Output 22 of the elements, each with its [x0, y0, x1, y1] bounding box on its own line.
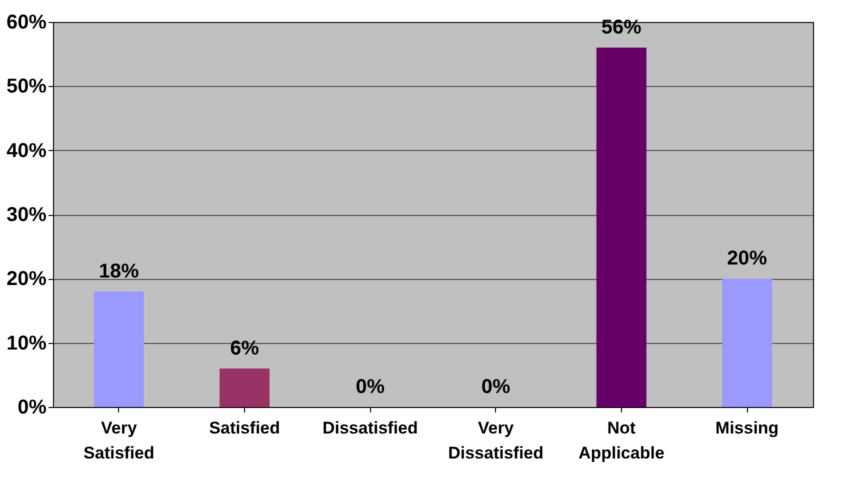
- x-tick-label: Dissatisfied: [322, 418, 418, 438]
- x-tick-label: Satisfied: [209, 418, 280, 438]
- x-tick-label: Very Dissatisfied: [448, 418, 544, 462]
- data-label: 6%: [230, 338, 260, 360]
- bar: [722, 278, 772, 407]
- y-tick-label: 20%: [6, 268, 47, 290]
- y-tick-label: 60%: [6, 12, 47, 34]
- x-tick-label: Very Satisfied: [84, 418, 154, 462]
- bar: [94, 292, 144, 407]
- x-tick-label: Missing: [715, 418, 779, 438]
- bar: [220, 368, 270, 407]
- data-label: 0%: [481, 376, 510, 398]
- y-tick-label: 10%: [6, 332, 47, 354]
- x-tick-label: Not Applicable: [578, 418, 664, 462]
- data-label: 0%: [356, 376, 385, 398]
- y-tick-label: 30%: [6, 204, 47, 226]
- y-tick-label: 50%: [6, 76, 47, 98]
- data-label: 18%: [98, 260, 140, 282]
- bar: [596, 48, 646, 407]
- data-label: 20%: [727, 248, 768, 270]
- y-tick-label: 40%: [6, 140, 47, 162]
- y-tick-label: 0%: [18, 396, 47, 418]
